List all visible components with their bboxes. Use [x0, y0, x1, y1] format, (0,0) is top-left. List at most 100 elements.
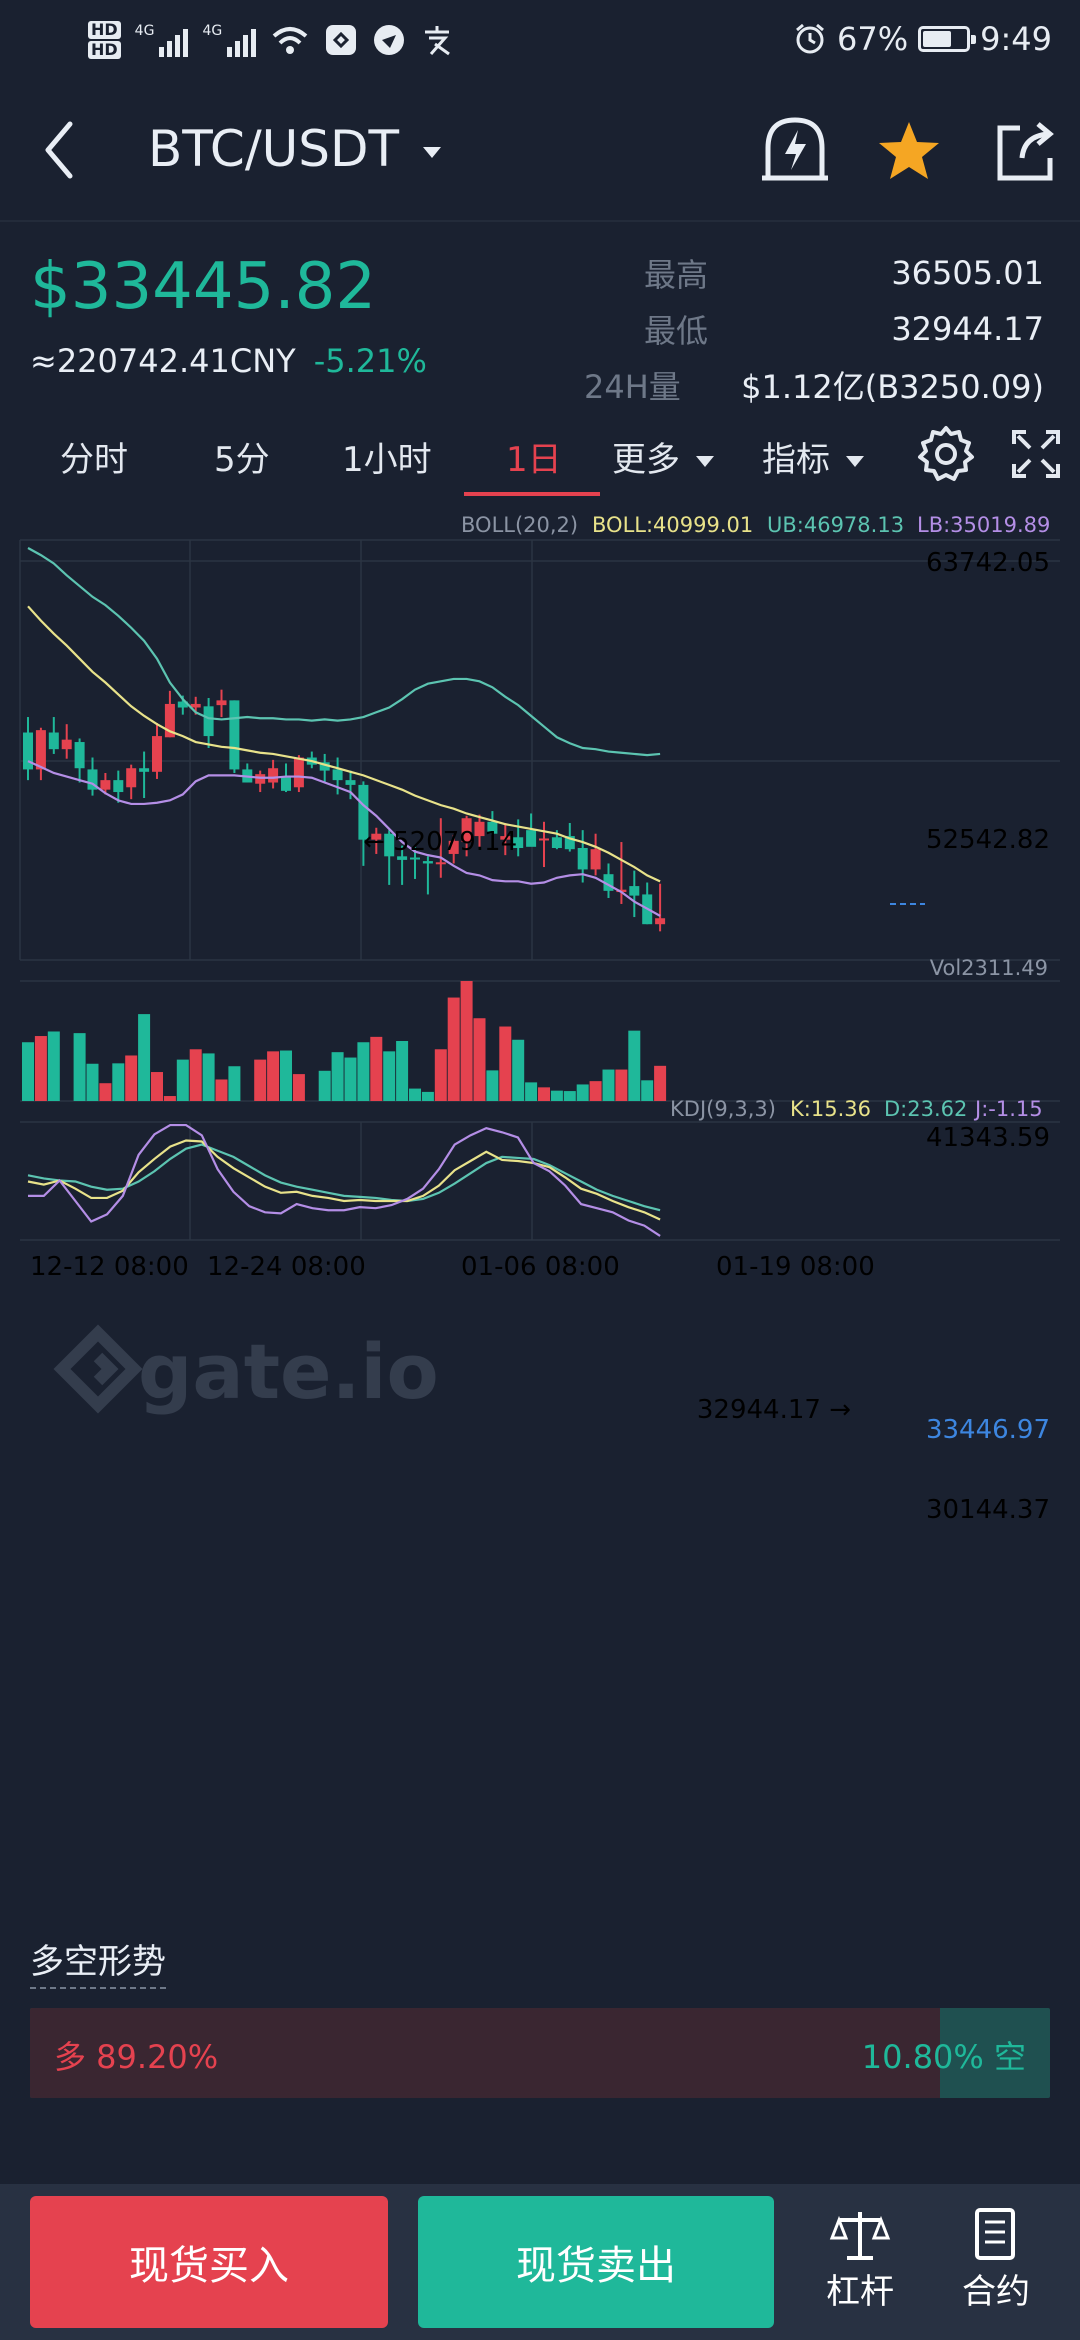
candle	[629, 886, 640, 896]
short-label: 10.80% 空	[861, 2038, 1026, 2076]
candle	[474, 821, 485, 837]
volume-bar	[563, 1091, 576, 1101]
tab-1hour[interactable]: 1小时	[342, 440, 432, 480]
spot-buy-button[interactable]: 现货买入	[30, 2196, 388, 2328]
candle	[74, 742, 85, 769]
volume-bar	[602, 1069, 615, 1101]
kdj-j-line	[28, 1123, 661, 1237]
boll-name: BOLL(20,2)	[461, 513, 578, 537]
lb-value: LB:35019.89	[917, 513, 1050, 537]
candle	[100, 780, 111, 790]
long-fill	[30, 2008, 940, 2098]
volume-bar	[344, 1057, 357, 1101]
candle	[345, 780, 356, 785]
volume-bar	[434, 1049, 447, 1101]
candle	[87, 769, 98, 790]
volume-bar	[112, 1063, 125, 1101]
spot-sell-button[interactable]: 现货卖出	[418, 2196, 774, 2328]
kdj-k: K:15.36	[790, 1097, 871, 1121]
time-axis-3: 01-06 08:00	[461, 1252, 620, 1282]
battery-percent: 67%	[837, 20, 909, 58]
volume-bar	[473, 1018, 486, 1101]
back-arrow-icon[interactable]	[40, 118, 80, 182]
volume-bar	[86, 1063, 99, 1101]
fullscreen-icon[interactable]	[1010, 428, 1062, 480]
cny-value: ≈220742.41CNY	[30, 342, 296, 380]
candle	[551, 837, 562, 848]
favorite-star-icon[interactable]	[876, 120, 942, 182]
candle	[268, 768, 279, 783]
kdj-j: J:-1.15	[973, 1097, 1043, 1121]
volume-bar	[202, 1053, 215, 1101]
volume-bar	[576, 1084, 589, 1101]
volume-bar	[189, 1049, 202, 1101]
candle	[139, 768, 150, 772]
volume-bar	[396, 1041, 409, 1101]
candle	[384, 833, 395, 857]
pair-selector[interactable]: BTC/USDT	[148, 120, 442, 178]
time-axis-2: 12-24 08:00	[207, 1252, 366, 1282]
candle	[126, 768, 137, 788]
candle	[23, 732, 33, 770]
volume-bar	[22, 1042, 34, 1101]
watermark: gate.io	[53, 1324, 439, 1416]
price-axis-3: 41343.59	[926, 1123, 1050, 1153]
status-right: 67% 9:49	[793, 14, 1052, 64]
watermark-text: gate.io	[138, 1327, 439, 1416]
hd-icon: HD HD	[88, 20, 121, 60]
volume-bar	[176, 1059, 189, 1101]
tab-more[interactable]: 更多	[612, 432, 714, 481]
candle	[164, 703, 175, 738]
settings-gear-icon[interactable]	[916, 424, 976, 484]
app-icon	[326, 25, 357, 55]
volume-bar	[151, 1072, 163, 1101]
boll-upper-line	[27, 547, 661, 757]
tab-indicators[interactable]: 指标	[762, 432, 864, 481]
price-axis-top: 63742.05	[926, 548, 1050, 578]
share-icon[interactable]	[992, 118, 1058, 184]
volume-bar	[254, 1059, 267, 1101]
candle	[577, 847, 588, 870]
volume-bar	[538, 1087, 550, 1101]
candle	[293, 757, 304, 788]
tab-1day[interactable]: 1日	[506, 440, 562, 480]
alarm-icon	[796, 23, 824, 54]
price-axis-2: 52542.82	[926, 825, 1050, 855]
price-cny: ≈220742.41CNY -5.21%	[30, 342, 427, 380]
boll-value: BOLL:40999.01	[592, 513, 753, 537]
long-label: 多 89.20%	[54, 2038, 219, 2076]
kdj-layer	[27, 1123, 661, 1237]
margin-button[interactable]: 杠杆	[800, 2206, 920, 2313]
nav-bar: BTC/USDT	[0, 90, 1080, 222]
boll-lower-line	[27, 760, 661, 917]
volume-layer	[22, 981, 667, 1101]
browser-icon	[374, 25, 405, 55]
volume-bar	[34, 1036, 47, 1101]
candle	[500, 836, 511, 840]
wifi-icon	[272, 27, 308, 54]
candle	[590, 849, 601, 870]
clock: 9:49	[980, 20, 1052, 58]
candle	[319, 762, 330, 771]
volume-bar	[280, 1050, 292, 1101]
time-axis-4: 01-19 08:00	[716, 1252, 875, 1282]
candle	[526, 830, 537, 847]
change-percent: -5.21%	[313, 342, 427, 380]
candle	[655, 918, 666, 925]
candle	[371, 833, 382, 840]
volume-bar	[654, 1065, 667, 1101]
volume-bar	[370, 1036, 383, 1101]
price-alert-icon[interactable]	[758, 112, 832, 192]
volume-bar	[421, 1091, 434, 1101]
candle	[61, 739, 72, 750]
tab-timeline[interactable]: 分时	[60, 440, 128, 480]
candle	[255, 774, 266, 784]
candlestick-chart[interactable]: BOLL(20,2) BOLL:40999.01 UB:46978.13 LB:…	[0, 505, 1080, 1905]
futures-button[interactable]: 合约	[936, 2206, 1056, 2313]
boll-mid-line	[27, 605, 661, 883]
stat-low: 最低 32944.17	[644, 310, 1044, 350]
alipay-icon	[425, 26, 451, 56]
candle	[229, 700, 240, 770]
tab-5min[interactable]: 5分	[214, 440, 270, 480]
candle	[332, 769, 343, 781]
